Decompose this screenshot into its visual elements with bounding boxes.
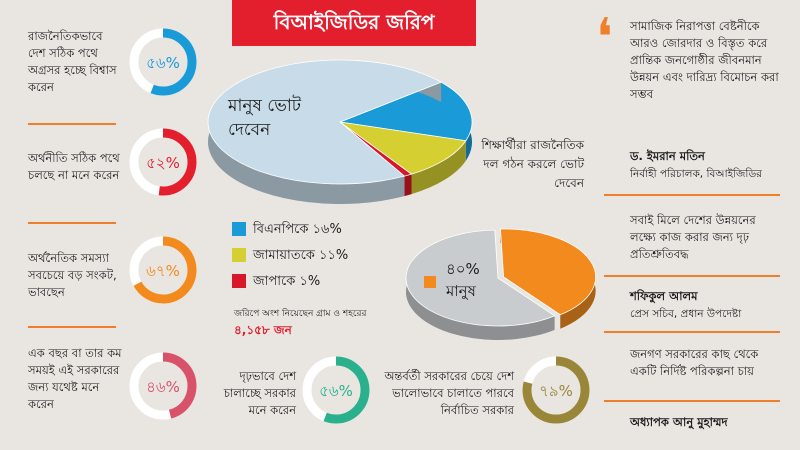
pie-slice	[405, 229, 556, 327]
gauge-value: ৬৭%	[146, 262, 180, 280]
gauge-value: ৫২%	[146, 154, 180, 172]
donut-gauge: ৫৬%	[302, 356, 370, 424]
second-pie-center-label: ৪০% মানুষ	[446, 260, 480, 300]
gauge-fill	[522, 356, 590, 424]
legend-swatch	[232, 248, 246, 262]
quote-icon: ❛	[596, 8, 613, 68]
pie-slice-side	[406, 230, 555, 340]
gauge-value: ৪৬%	[146, 378, 180, 396]
right-divider-1	[604, 194, 780, 196]
legend-swatch	[232, 274, 246, 288]
legend-label: জামায়াতকে ১১%	[253, 248, 349, 263]
donut-gauge: ৫৬%	[129, 28, 197, 96]
gauge-value: ৫৬%	[146, 54, 180, 72]
gauge-fill	[129, 236, 197, 304]
left-divider-2	[28, 222, 116, 224]
quote-1-name: ড. ইমরান মতিন	[630, 149, 705, 163]
right-divider-3	[604, 331, 780, 333]
left-divider-1	[28, 123, 116, 125]
main-pie-chart	[207, 59, 473, 204]
left-stat-1-text: রাজনৈতিকভাবে দেশ সঠিক পথে অগ্রসর হচ্ছে ব…	[28, 29, 117, 94]
donut-gauge: ৫২%	[129, 128, 197, 196]
quote-3-text: জনগণ সরকারের কাছ থেকে একটি নির্দিষ্ট পরি…	[630, 347, 759, 378]
legend-swatch	[232, 222, 246, 236]
quote-2-name: শফিকুল আলম	[630, 289, 698, 303]
gauge-fill	[129, 128, 197, 196]
bottom-stat-2-text: অন্তর্বর্তী সরকারের চেয়ে দেশ ভালোভাবে চ…	[384, 369, 514, 417]
title-banner	[232, 0, 476, 46]
quote-3-name: অধ্যাপক আনু মুহাম্মদ	[630, 415, 728, 429]
donut-gauge: ৪৬%	[129, 352, 197, 420]
bottom-stat-1-text: দৃঢ়ভাবে দেশ চালাচ্ছে সরকার মনে করেন	[223, 369, 296, 417]
legend-label: বিএনপিকে ১৬%	[253, 222, 342, 237]
left-stat-3-text: অর্থনৈতিক সমস্যা সবচেয়ে বড় সংকট, ভাবছে…	[28, 251, 117, 299]
pie-slice-side	[411, 140, 466, 195]
gauge-value: ৫৬%	[319, 382, 353, 400]
gauge-fill	[129, 352, 197, 420]
quote-1-text: সামাজিক নিরাপত্তা বেষ্টনীকে আরও জোরদার ও…	[630, 19, 779, 101]
gauge-value: ৭৯%	[539, 382, 573, 400]
donut-gauge: ৭৯%	[522, 356, 590, 424]
pie-slice	[499, 228, 596, 316]
right-divider-2	[604, 275, 780, 277]
quote-1-role: নির্বাহী পরিচালক, বিআইজিডির	[630, 168, 762, 180]
quote-2-text: সবাই মিলে দেশের উন্নয়নের লক্ষ্যে কাজ কর…	[630, 213, 756, 261]
legend-label: জাপাকে ১%	[253, 274, 321, 289]
main-pie-center-label: মানুষ ভোট দেবেন	[228, 96, 302, 140]
second-pie-chart	[405, 228, 596, 340]
pie-slice-side	[404, 174, 412, 197]
second-pie-swatch	[424, 276, 436, 288]
pie-slice	[339, 121, 467, 175]
pie-slice	[207, 59, 443, 185]
gauge-fill	[302, 356, 370, 424]
gauge-fill	[129, 28, 197, 96]
left-stat-4-text: এক বছর বা তার কম সময়ই এই সরকারের জন্য য…	[28, 346, 122, 411]
left-stat-2-text: অর্থনীতি সঠিক পথে চলছে না মনে করেন	[28, 151, 120, 182]
quote-2-role: প্রেস সচিব, প্রধান উপদেষ্টা	[630, 308, 742, 320]
survey-note: জরিপে অংশ নিয়েছেন গ্রাম ও শহরের	[234, 309, 367, 319]
second-pie-caption: শিক্ষার্থীরা রাজনৈতিক দল গঠন করলে ভোট দে…	[481, 138, 584, 190]
survey-count: ৪,১৫৮ জন	[234, 323, 292, 337]
donut-gauge: ৬৭%	[129, 236, 197, 304]
page-title: বিআইজিডির জরিপ	[273, 10, 435, 34]
right-divider-4	[604, 400, 780, 402]
left-divider-3	[28, 326, 116, 328]
